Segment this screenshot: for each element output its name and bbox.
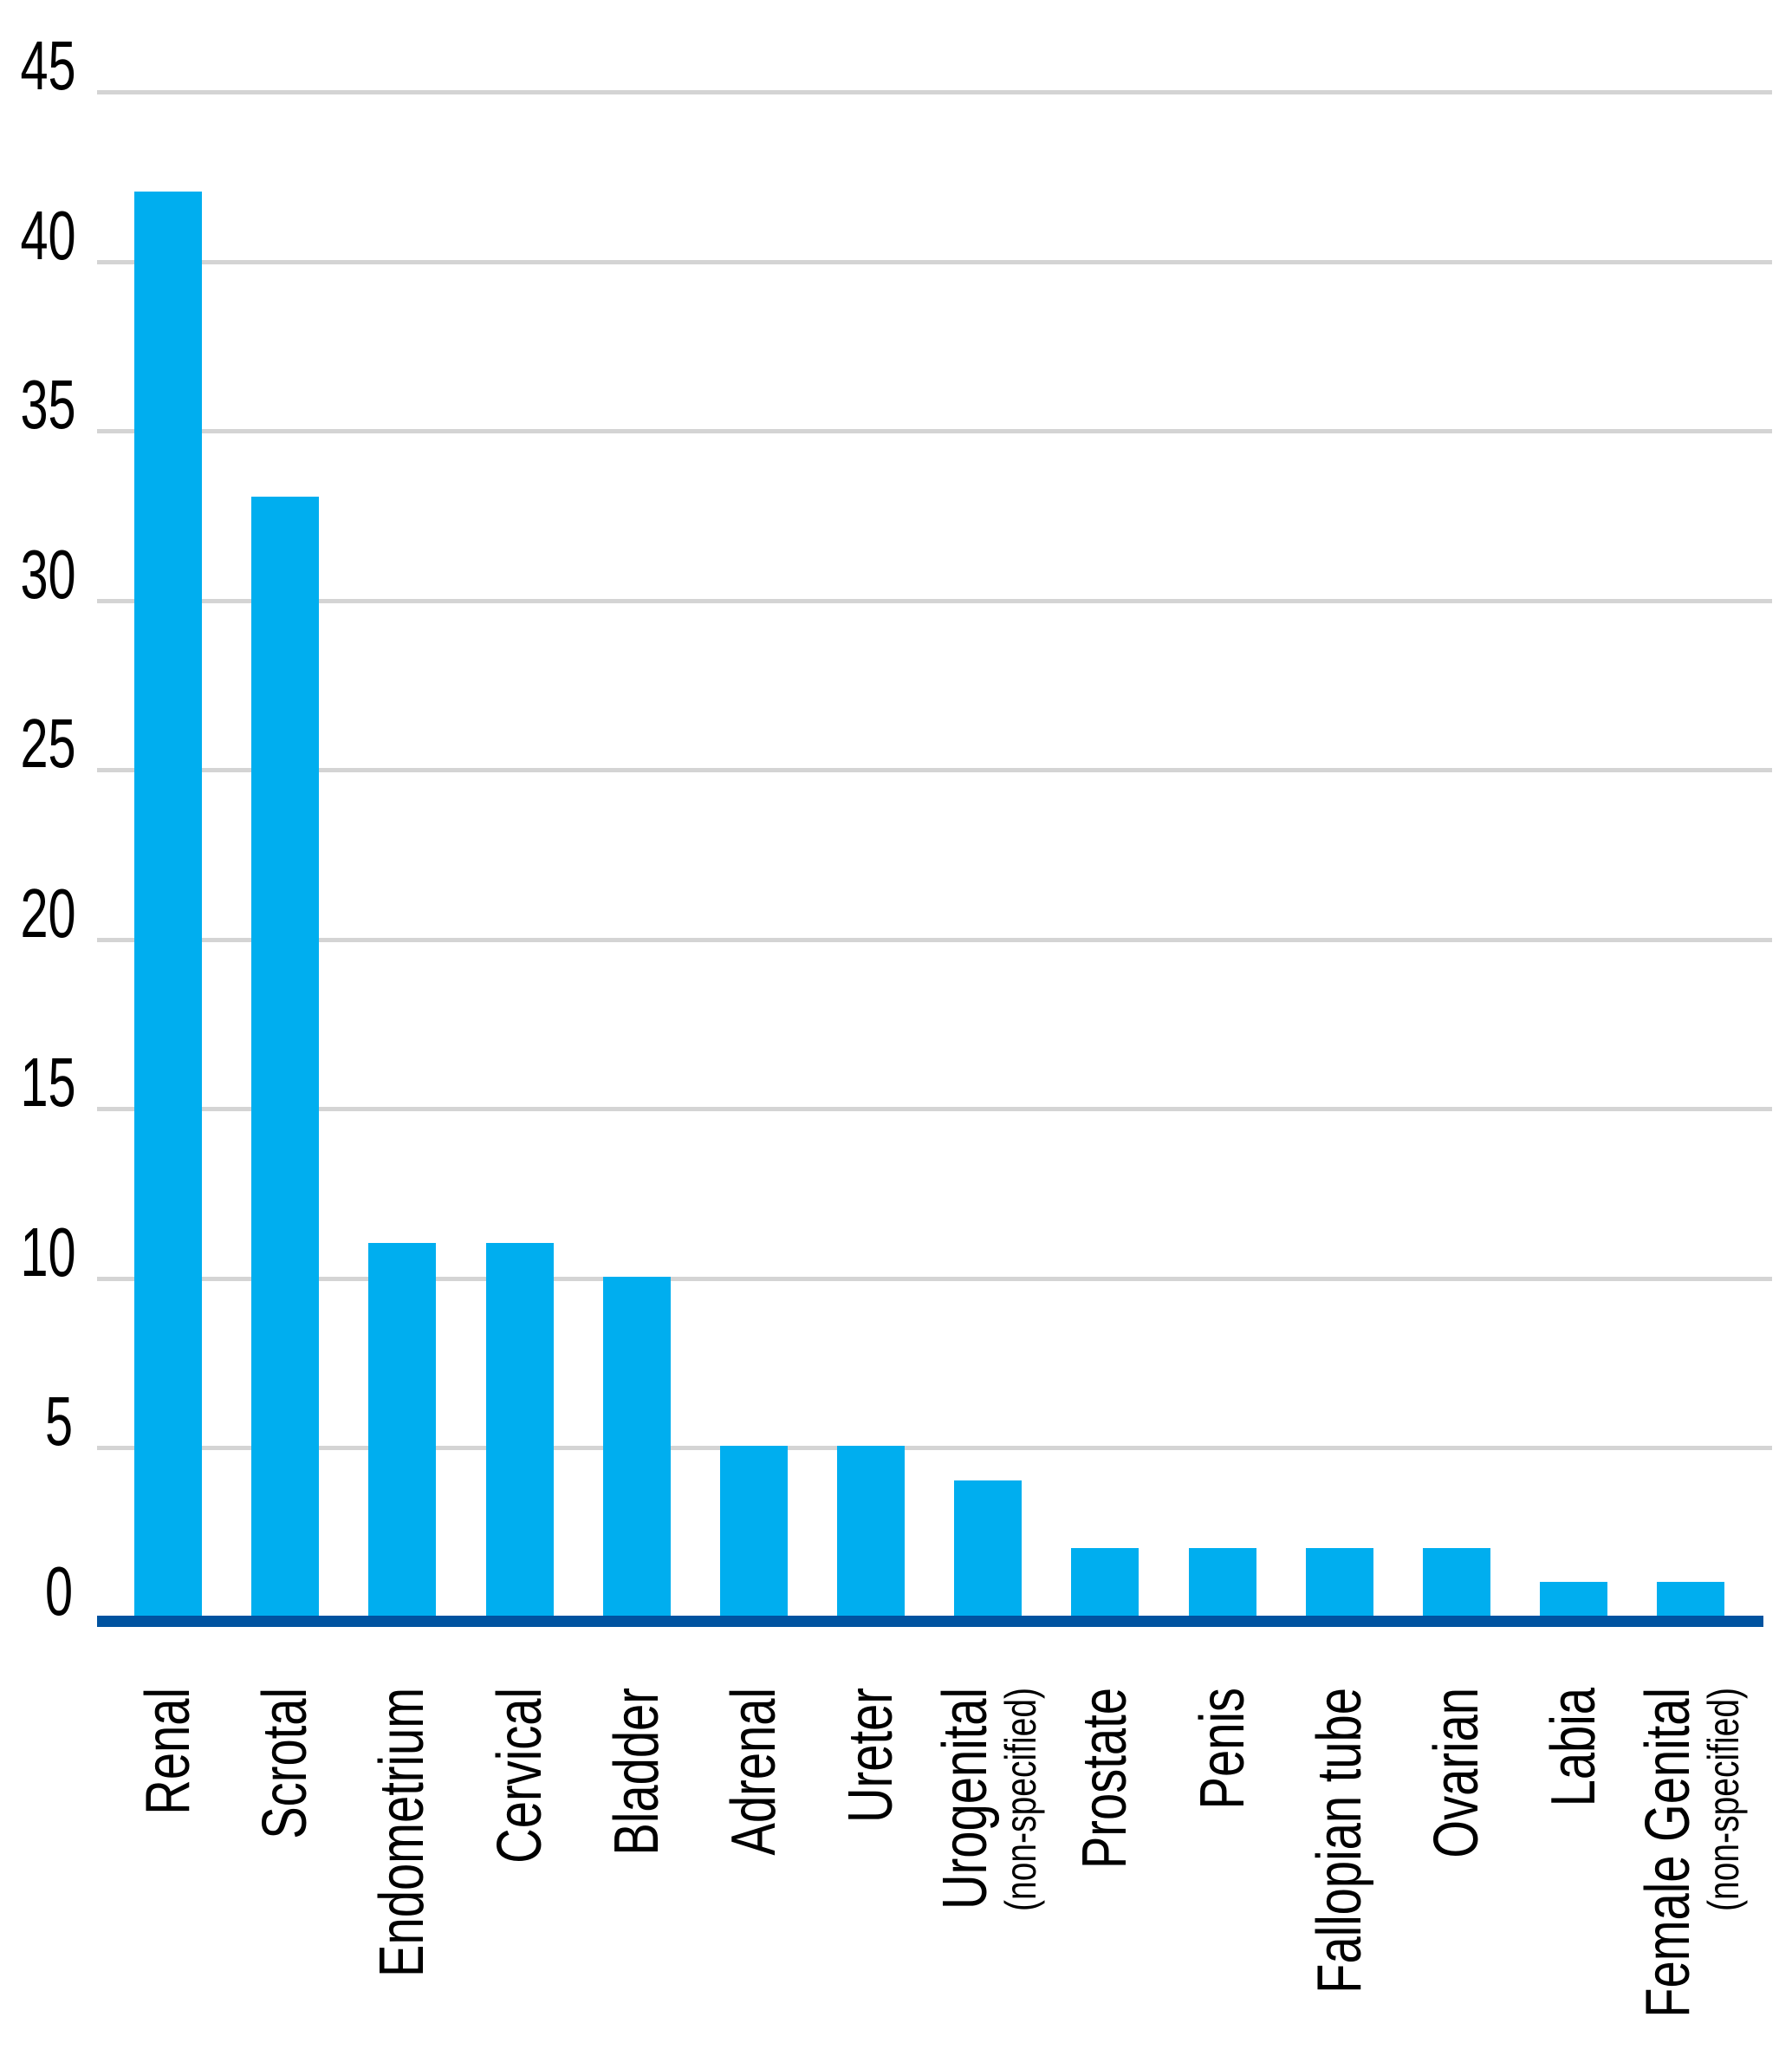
y-tick-label: 0	[44, 1552, 73, 1630]
y-tick-label: 15	[20, 1044, 76, 1122]
y-tick-label: 5	[44, 1383, 73, 1461]
x-category-label-text: Renal	[133, 1688, 203, 1815]
bar	[134, 192, 202, 1616]
y-tick-label: 10	[20, 1213, 76, 1291]
x-category-label-text: Scrotal	[250, 1688, 321, 1839]
x-category-label: Female Genital (non-specified)	[1633, 1688, 1749, 2018]
gridline	[97, 1446, 1772, 1451]
x-category-label-text: Ovarian	[1421, 1688, 1491, 1858]
y-tick-label: 20	[20, 874, 76, 952]
bar	[368, 1242, 437, 1616]
y-tick-label: 40	[20, 196, 76, 274]
x-category-label: Prostate	[1070, 1688, 1140, 1870]
x-category-label-text: Urogenital	[931, 1688, 1001, 1910]
gridline	[97, 768, 1772, 773]
bar	[1305, 1547, 1373, 1616]
x-category-label: Adrenal	[718, 1688, 789, 1856]
x-category-label: Penis	[1187, 1688, 1257, 1810]
x-category-label: Scrotal	[250, 1688, 321, 1839]
x-category-label-text: Labia	[1539, 1688, 1609, 1807]
bar	[719, 1446, 788, 1616]
x-category-label: Renal	[133, 1688, 203, 1815]
gridline	[97, 937, 1772, 942]
x-category-label: Cervical	[484, 1688, 555, 1864]
bar	[837, 1446, 906, 1616]
bar	[1188, 1547, 1256, 1616]
x-category-label: Ureter	[836, 1688, 906, 1824]
x-category-label-text: Female Genital	[1633, 1688, 1704, 2018]
x-category-label-text: Penis	[1187, 1688, 1257, 1810]
bar	[954, 1480, 1023, 1616]
x-category-label: Ovarian	[1421, 1688, 1491, 1858]
x-category-label: Urogenital (non-specified)	[931, 1688, 1046, 1911]
y-tick-label: 30	[20, 535, 76, 613]
x-category-label-text: Bladder	[601, 1688, 672, 1856]
bar	[1422, 1547, 1490, 1616]
gridline	[97, 1276, 1772, 1281]
x-category-label-text: Ureter	[836, 1688, 906, 1824]
x-category-label: Labia	[1539, 1688, 1609, 1807]
y-tick-label: 45	[20, 27, 76, 105]
gridline	[97, 90, 1772, 95]
gridline	[97, 429, 1772, 434]
bar	[602, 1276, 671, 1616]
x-category-sublabel-text: (non-specified)	[997, 1688, 1046, 1911]
x-category-label-text: Endometrium	[367, 1688, 438, 1977]
x-category-label: Endometrium	[367, 1688, 438, 1977]
x-axis-line	[97, 1616, 1763, 1627]
bar	[485, 1242, 554, 1616]
y-tick-label: 25	[20, 705, 76, 783]
bar	[1071, 1547, 1139, 1616]
x-category-label-text: Prostate	[1070, 1688, 1140, 1870]
gridline	[97, 1107, 1772, 1112]
x-category-label: Bladder	[601, 1688, 672, 1856]
x-category-label: Fallopian tube	[1304, 1688, 1374, 1994]
x-category-label-text: Fallopian tube	[1304, 1688, 1374, 1994]
bar	[1540, 1581, 1608, 1616]
x-category-sublabel-text: (non-specified)	[1699, 1688, 1749, 1911]
x-category-label-text: Cervical	[484, 1688, 555, 1864]
gridline	[97, 598, 1772, 603]
x-category-label-text: Adrenal	[718, 1688, 789, 1856]
gridline	[97, 259, 1772, 264]
bar	[251, 497, 320, 1616]
y-tick-label: 35	[20, 366, 76, 444]
bar	[1657, 1581, 1725, 1616]
